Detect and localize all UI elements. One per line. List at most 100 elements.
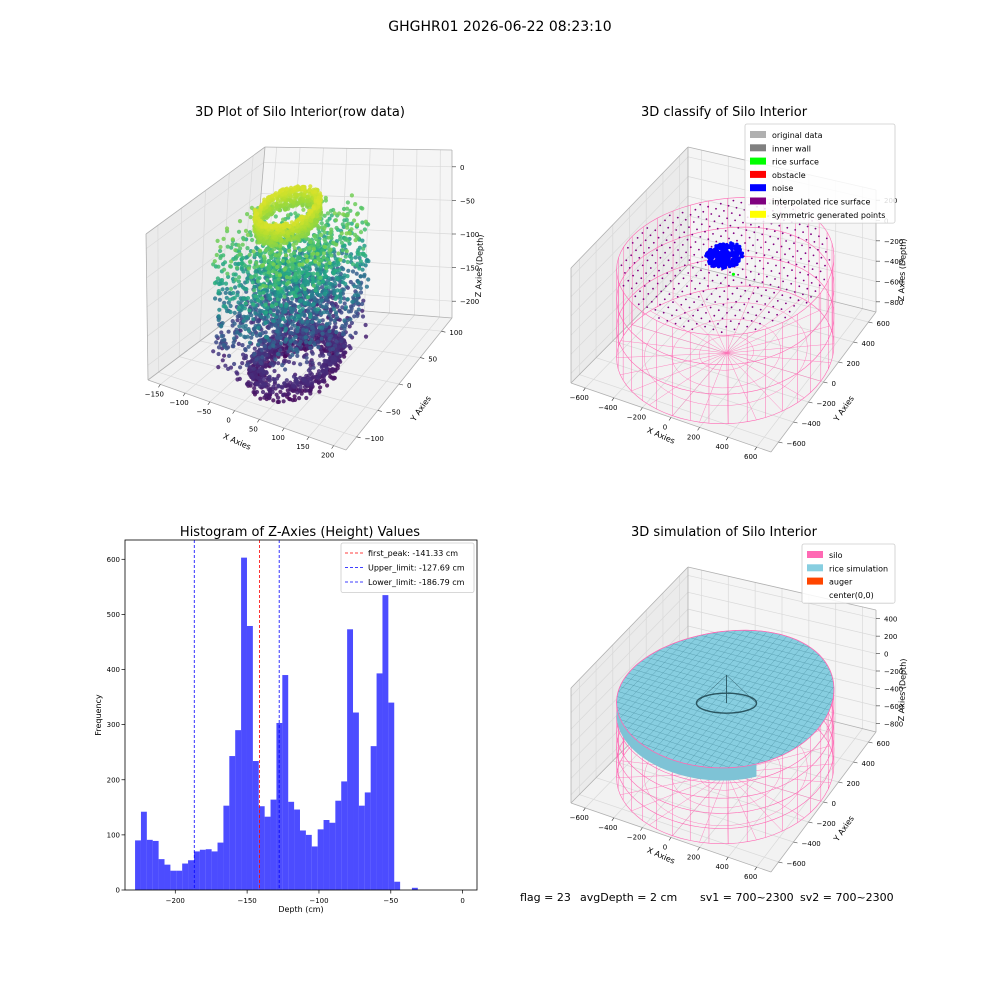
interpolated-point bbox=[627, 246, 629, 249]
scatter-point bbox=[356, 307, 361, 312]
interpolated-point bbox=[769, 283, 772, 286]
interpolated-point bbox=[777, 237, 779, 240]
interpolated-point bbox=[667, 306, 670, 309]
x-tick-label: −200 bbox=[627, 414, 646, 422]
interpolated-point bbox=[775, 264, 777, 267]
y-tick-label: 0 bbox=[116, 887, 120, 895]
interpolated-point bbox=[666, 272, 669, 275]
interpolated-point bbox=[659, 256, 662, 259]
noise-point bbox=[713, 261, 718, 266]
interpolated-point bbox=[702, 210, 705, 213]
scatter-point bbox=[330, 346, 335, 351]
y-tick-label: −600 bbox=[787, 440, 806, 448]
interpolated-point bbox=[712, 328, 715, 331]
scatter-point bbox=[252, 360, 257, 365]
scatter-point bbox=[219, 323, 224, 328]
scatter-point bbox=[266, 195, 271, 200]
scatter-point bbox=[218, 248, 223, 254]
scatter-point bbox=[247, 308, 252, 313]
page-title: GHGHR01 2026-06-22 08:23:10 bbox=[388, 19, 611, 35]
scatter-point bbox=[345, 200, 350, 205]
scatter-point bbox=[275, 258, 280, 263]
interpolated-point bbox=[657, 236, 660, 239]
scatter-point bbox=[216, 345, 222, 350]
x-tick-label: −100 bbox=[309, 897, 328, 905]
interpolated-point bbox=[639, 244, 642, 247]
scatter-point bbox=[278, 248, 283, 253]
scatter-point bbox=[251, 302, 256, 307]
scatter-point bbox=[263, 334, 268, 339]
interpolated-point bbox=[647, 293, 650, 295]
scatter-point bbox=[331, 271, 336, 276]
scatter-point bbox=[282, 381, 287, 386]
scatter-point bbox=[313, 259, 318, 264]
interpolated-point bbox=[794, 229, 797, 231]
scatter-point bbox=[310, 351, 315, 356]
interpolated-point bbox=[741, 268, 744, 271]
interpolated-point bbox=[756, 239, 759, 241]
scatter-point bbox=[267, 378, 272, 383]
scatter-point bbox=[319, 336, 324, 341]
histogram-bar bbox=[140, 811, 147, 890]
scatter-point bbox=[235, 318, 240, 323]
scatter-point bbox=[253, 269, 258, 274]
scatter-point bbox=[312, 233, 317, 239]
scatter-point bbox=[223, 304, 228, 309]
scatter-point bbox=[323, 359, 329, 364]
interpolated-point bbox=[662, 264, 665, 267]
interpolated-point bbox=[681, 211, 684, 214]
scatter-point bbox=[263, 393, 268, 398]
interpolated-point bbox=[669, 280, 672, 282]
interpolated-point bbox=[799, 271, 801, 274]
interpolated-point bbox=[755, 252, 758, 254]
scatter-point bbox=[216, 365, 221, 370]
interpolated-point bbox=[819, 270, 822, 273]
grid-line bbox=[147, 286, 254, 366]
interpolated-point bbox=[698, 282, 701, 285]
scatter-point bbox=[360, 301, 365, 307]
z-tick-label: 400 bbox=[884, 616, 897, 624]
scatter-point bbox=[353, 238, 358, 243]
interpolated-point bbox=[735, 206, 738, 209]
scatter-point bbox=[229, 245, 234, 250]
scatter-point bbox=[271, 201, 276, 207]
scatter-point bbox=[292, 340, 298, 345]
interpolated-point bbox=[783, 266, 785, 269]
scatter-point bbox=[327, 281, 332, 286]
histogram-bar bbox=[164, 864, 171, 890]
scatter-point bbox=[222, 300, 227, 305]
interpolated-point bbox=[711, 279, 714, 282]
scatter-point bbox=[254, 273, 259, 278]
scatter-point bbox=[281, 217, 286, 222]
interpolated-point bbox=[631, 242, 634, 244]
x-tick-label: −200 bbox=[627, 834, 646, 842]
scatter-point bbox=[321, 251, 326, 256]
scatter-point bbox=[358, 230, 364, 235]
histogram-bar bbox=[282, 675, 289, 890]
interpolated-point bbox=[700, 317, 703, 320]
interpolated-point bbox=[803, 265, 806, 268]
interpolated-point bbox=[748, 236, 751, 239]
interpolated-point bbox=[640, 277, 643, 280]
scatter-point bbox=[320, 369, 325, 374]
scatter-point bbox=[334, 330, 339, 335]
interpolated-point bbox=[708, 225, 711, 228]
scatter-point bbox=[318, 353, 323, 358]
scatter-point bbox=[243, 301, 248, 306]
scatter-point bbox=[322, 244, 327, 249]
interpolated-point bbox=[705, 312, 707, 314]
y-tick-label: 50 bbox=[428, 356, 437, 364]
interpolated-point bbox=[712, 233, 714, 235]
scatter-point bbox=[284, 186, 289, 191]
y-tick bbox=[356, 436, 361, 439]
scatter-point bbox=[344, 249, 349, 254]
scatter-point bbox=[267, 259, 272, 264]
scatter-point bbox=[290, 256, 295, 262]
interpolated-point bbox=[641, 232, 644, 234]
scatter-point bbox=[287, 224, 292, 229]
scatter-point bbox=[268, 309, 273, 315]
scatter-point bbox=[315, 242, 320, 247]
scatter-point bbox=[281, 291, 286, 296]
scatter-point bbox=[263, 248, 268, 253]
scatter-point bbox=[244, 363, 249, 368]
